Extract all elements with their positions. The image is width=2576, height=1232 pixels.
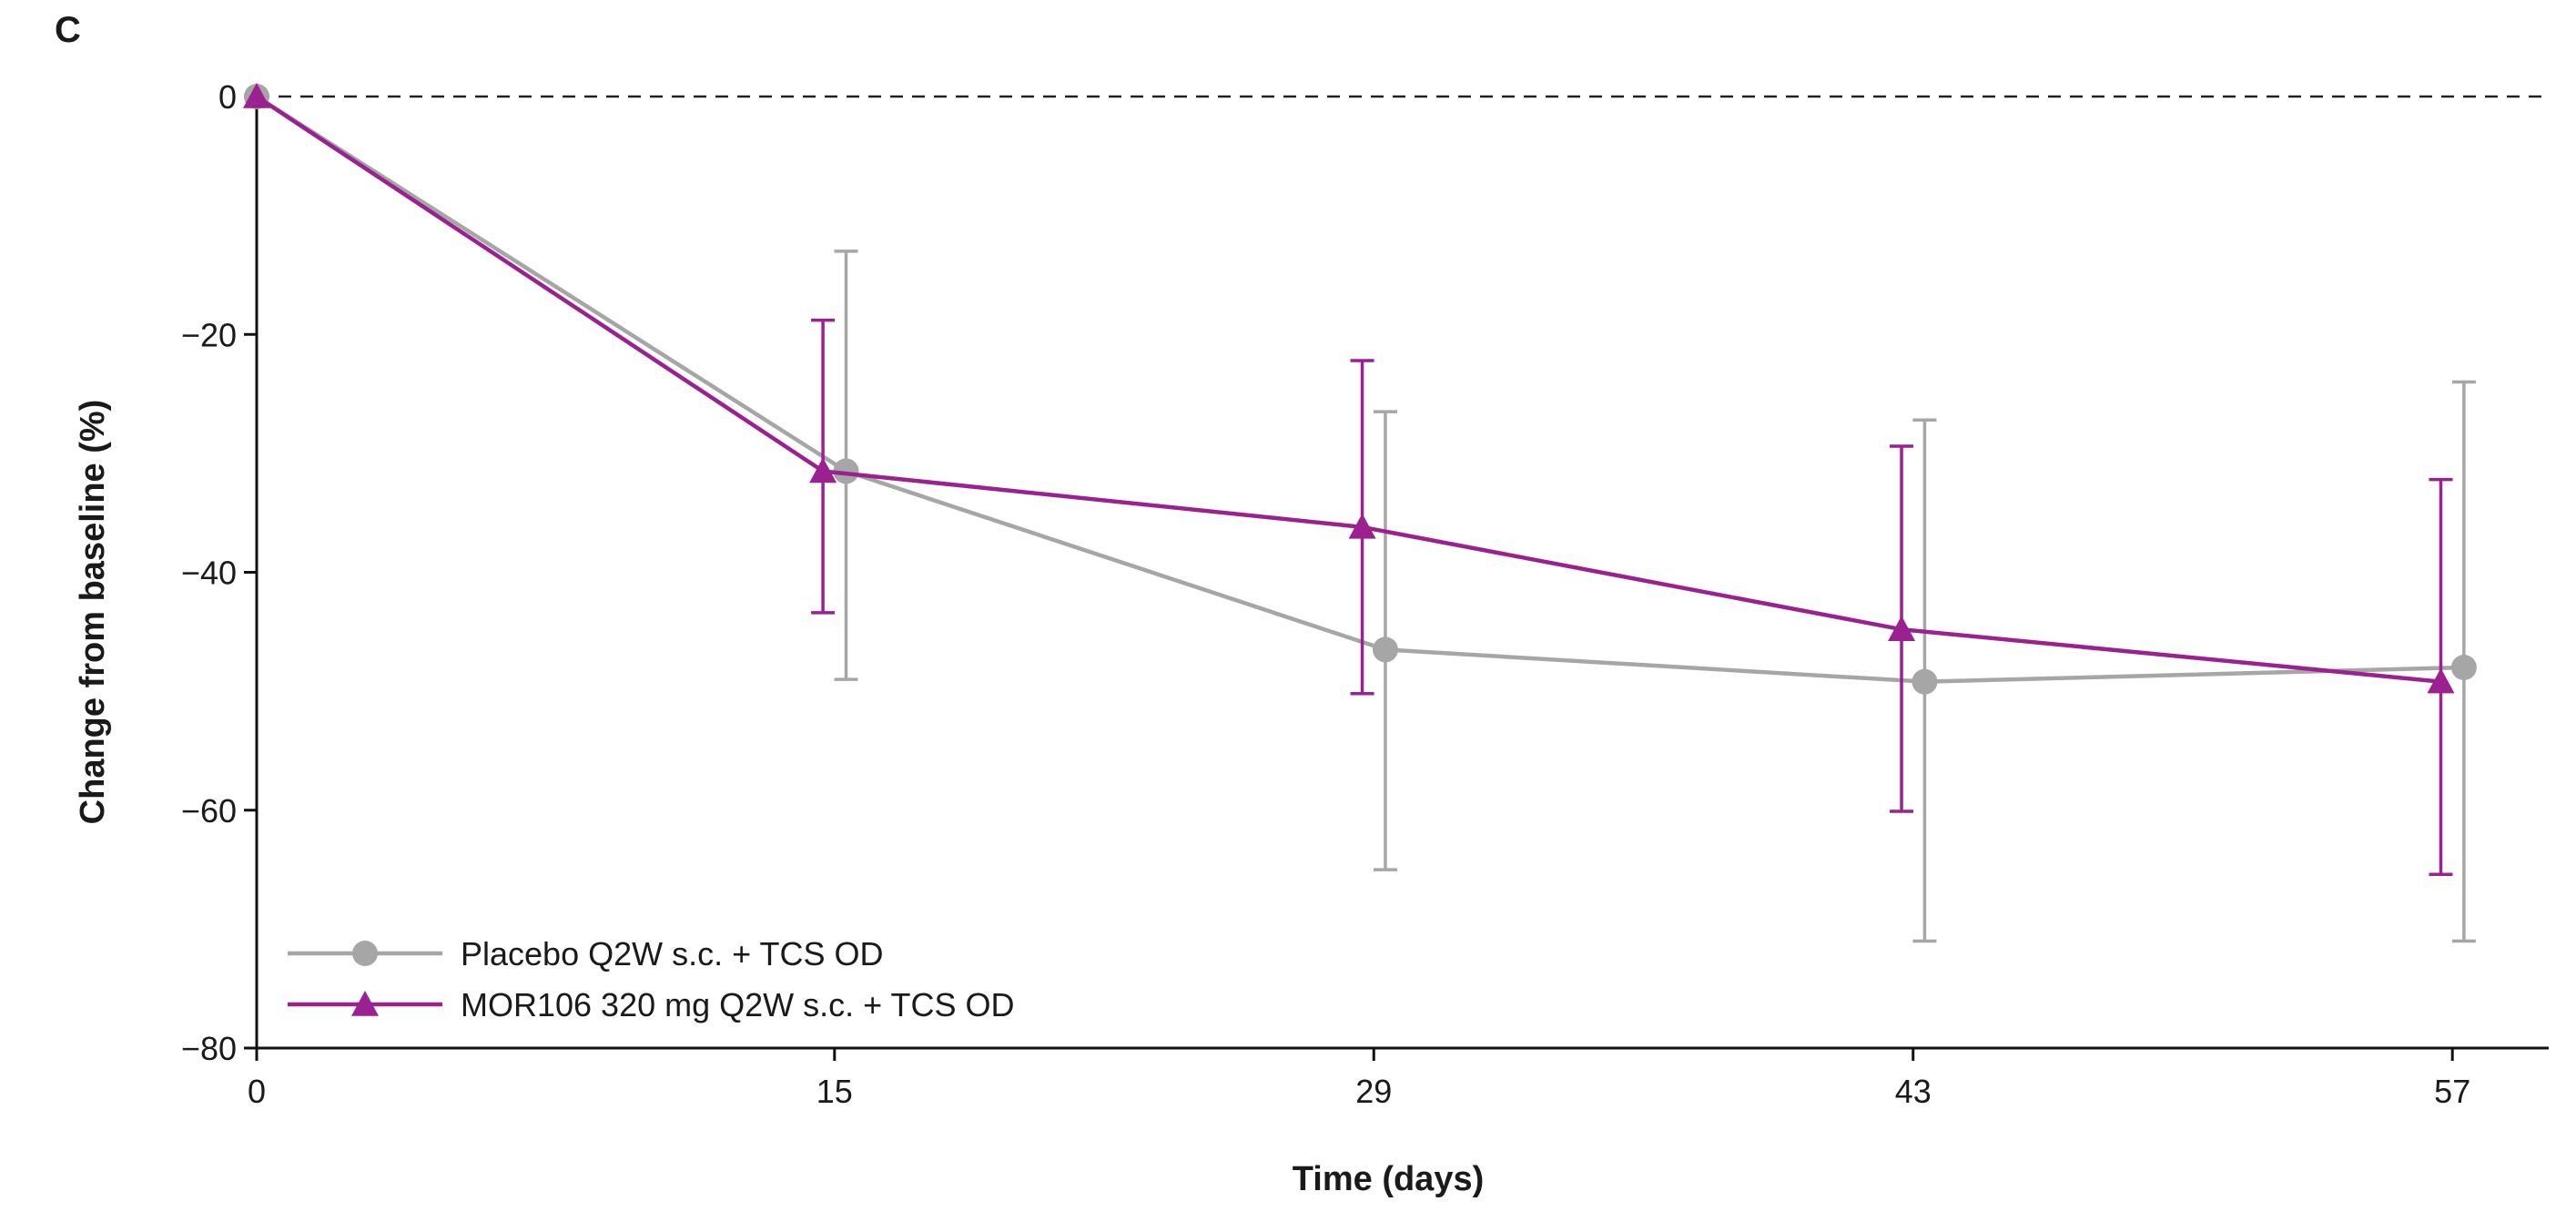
legend-marker: [352, 941, 378, 966]
legend-marker: [351, 991, 379, 1016]
data-point: [833, 458, 859, 484]
x-tick-label: 0: [248, 1073, 266, 1110]
data-point: [809, 457, 837, 484]
data-point: [1348, 513, 1376, 539]
series-line: [255, 95, 2441, 684]
series-mor106: [243, 83, 2455, 877]
data-point: [1372, 636, 1398, 663]
data-point: [1888, 616, 1916, 641]
x-tick-label: 57: [2434, 1073, 2470, 1110]
y-tick-label: −40: [181, 555, 237, 592]
series-placebo: [244, 84, 2477, 943]
legend: Placebo Q2W s.c. + TCS OD MOR106 320 mg Q…: [288, 935, 1015, 1023]
data-point: [2427, 667, 2455, 694]
y-tick-label: −20: [181, 316, 237, 353]
y-axis-title: Change from baseline (%): [74, 400, 112, 825]
data-point: [243, 83, 270, 108]
x-tick-label: 15: [816, 1073, 853, 1110]
data-point: [2450, 655, 2477, 680]
y-tick-label: −60: [181, 792, 237, 830]
panel-label: C: [55, 10, 81, 50]
legend-label: Placebo Q2W s.c. + TCS OD: [461, 935, 883, 972]
x-axis-title: Time (days): [1293, 1160, 1484, 1198]
series-line: [255, 95, 2464, 684]
y-tick-label: −80: [181, 1030, 237, 1067]
x-tick-label: 29: [1355, 1073, 1392, 1110]
plot-area: 0 −20 −40 −60 −80 0 15 29 43 57 Placebo Q2W s.c. +…: [181, 78, 2549, 1110]
x-tick-label: 43: [1895, 1073, 1932, 1110]
legend-label: MOR106 320 mg Q2W s.c. + TCS OD: [461, 986, 1015, 1023]
y-tick-label: 0: [218, 78, 237, 116]
data-point: [1912, 668, 1938, 695]
